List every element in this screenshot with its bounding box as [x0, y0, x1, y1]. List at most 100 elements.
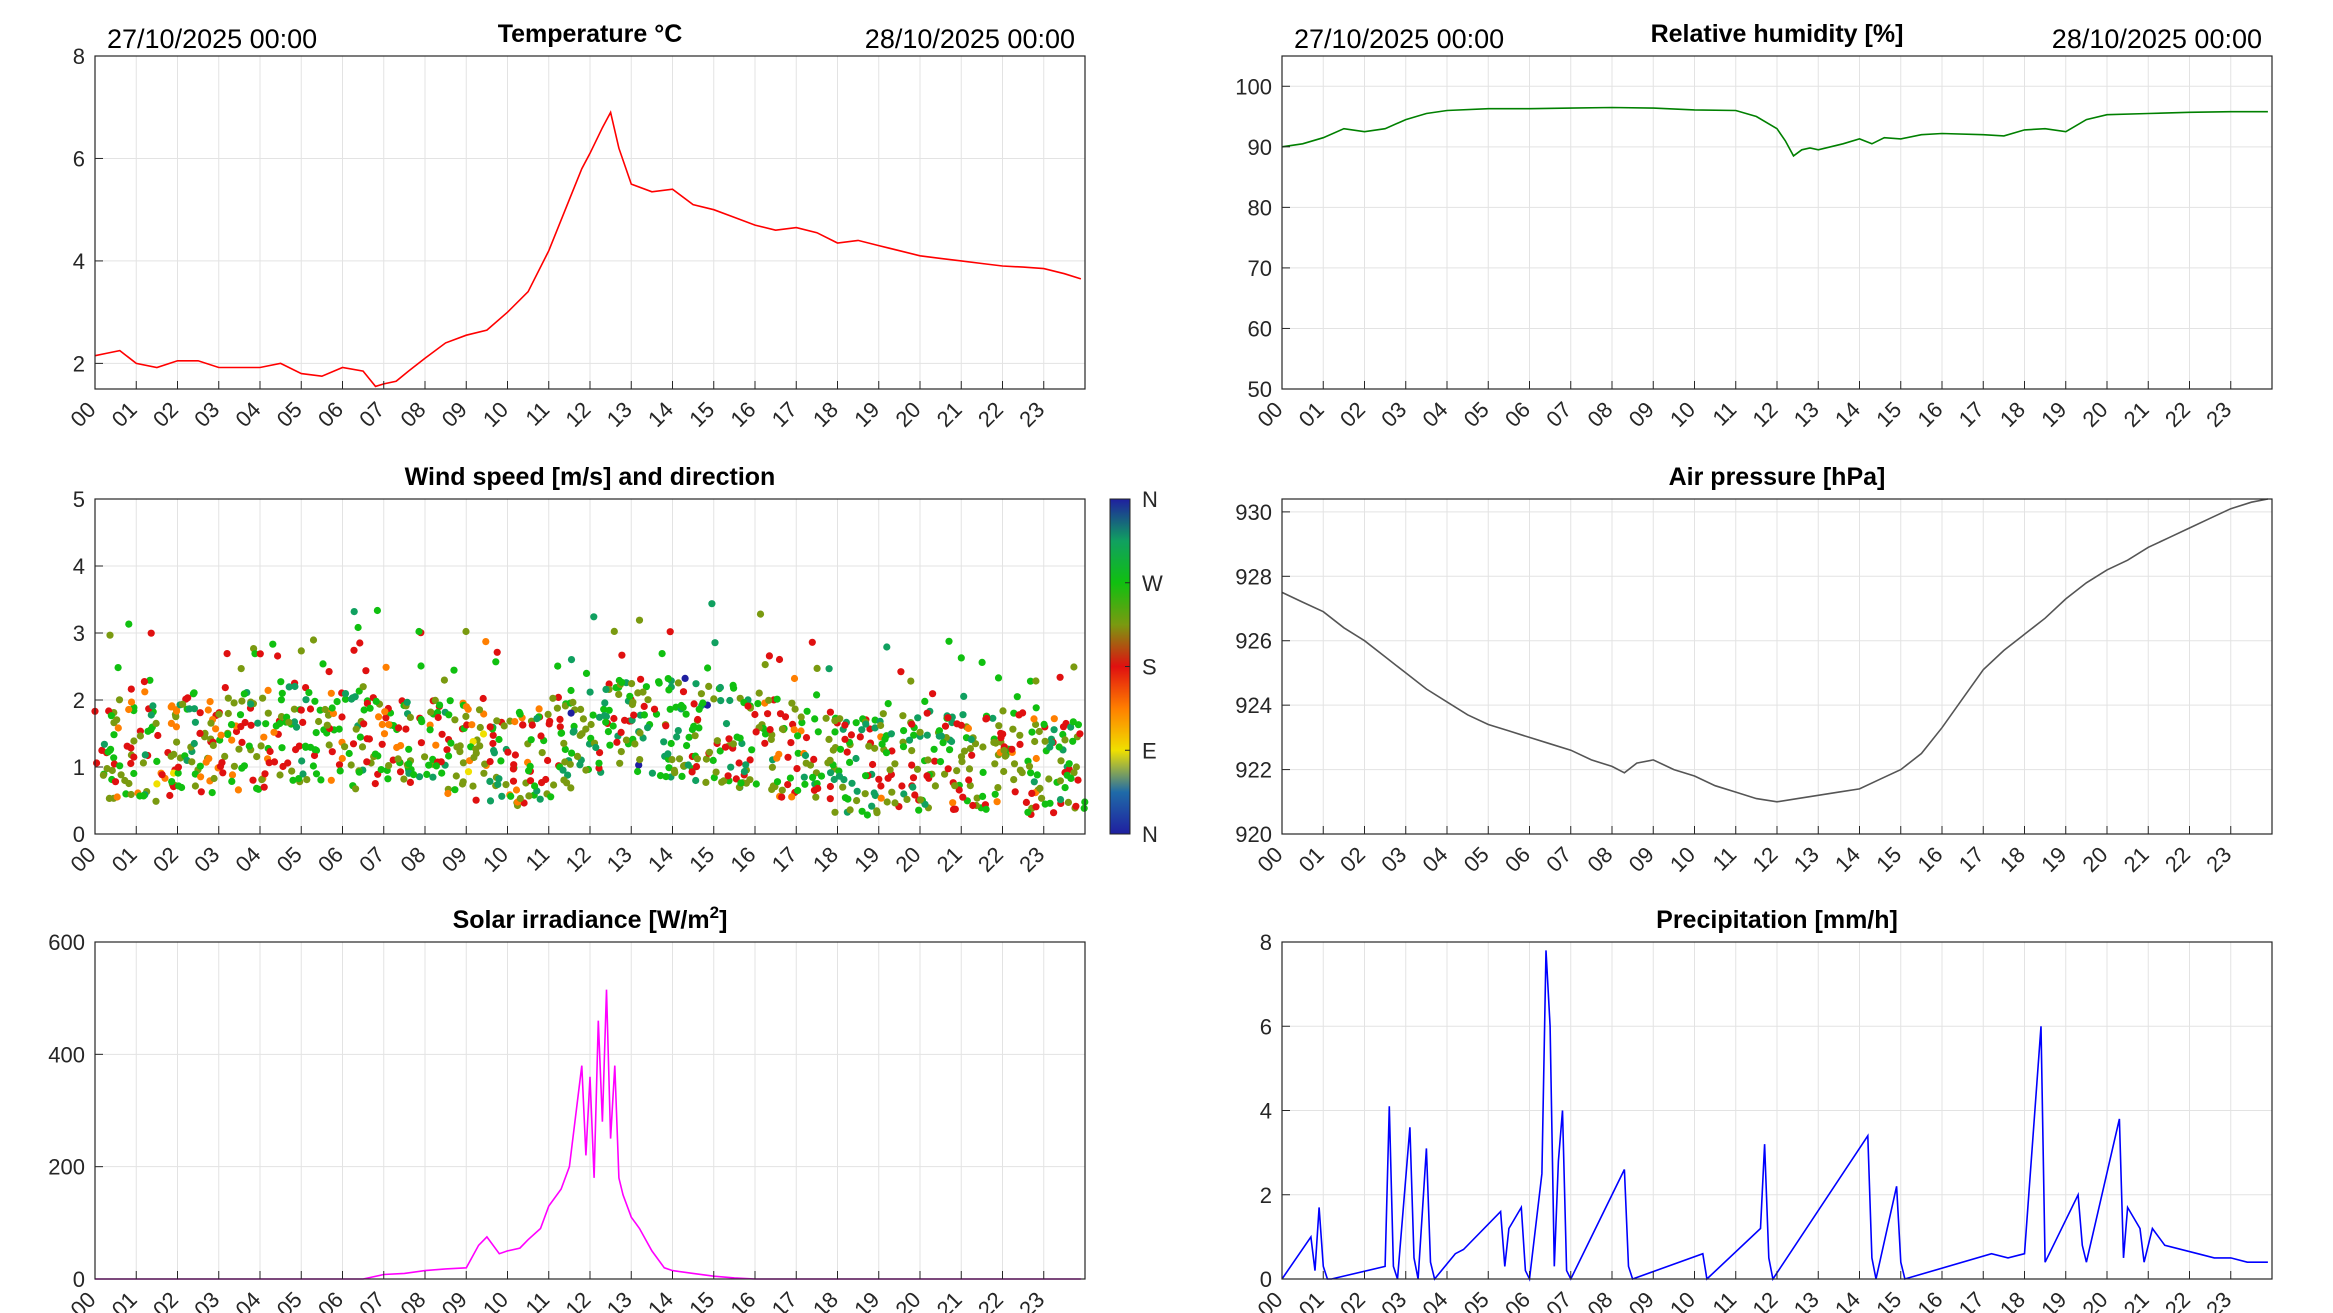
wind-point — [812, 793, 820, 801]
wind-point — [979, 743, 987, 751]
pressure-x-tick-label: 12 — [1748, 842, 1783, 877]
wind-point — [1069, 737, 1077, 745]
wind-point — [674, 727, 682, 735]
wind-point — [446, 697, 454, 705]
wind-point — [999, 707, 1007, 715]
wind-point — [259, 694, 267, 702]
wind-point — [202, 758, 210, 766]
wind-point — [366, 704, 374, 712]
wind-point — [329, 709, 338, 718]
wind-point — [626, 692, 634, 700]
wind-point — [587, 720, 595, 729]
wind-point — [197, 788, 205, 796]
wind-point — [778, 725, 787, 733]
wind-point — [905, 736, 914, 744]
humidity-date-end: 28/10/2025 00:00 — [2052, 24, 2262, 54]
wind-x-tick-label: 18 — [808, 842, 843, 877]
wind-point — [729, 740, 738, 748]
wind-point — [822, 714, 830, 722]
precipitation-x-tick-label: 23 — [2201, 1287, 2236, 1313]
wind-point — [710, 774, 718, 782]
solar-x-tick-label: 11 — [520, 1287, 554, 1313]
wind-point — [964, 724, 973, 733]
wind-point — [310, 751, 319, 760]
wind-point — [744, 702, 752, 710]
wind-point — [787, 739, 795, 747]
wind-point — [658, 650, 666, 658]
solar-series-line — [95, 989, 1081, 1280]
wind-point — [240, 762, 248, 770]
humidity-x-tick-label: 05 — [1459, 397, 1494, 432]
wind-point — [882, 749, 891, 757]
wind-point — [270, 728, 278, 736]
wind-point — [793, 765, 801, 773]
solar-x-tick-label: 20 — [891, 1287, 926, 1313]
wind-point — [909, 774, 918, 782]
wind-point — [303, 776, 311, 784]
humidity-x-tick-label: 07 — [1541, 397, 1576, 432]
wind-point — [710, 695, 718, 703]
wind-point — [979, 792, 987, 801]
wind-point — [761, 661, 769, 669]
wind-x-tick-label: 03 — [189, 842, 224, 877]
wind-point — [878, 740, 886, 748]
wind-x-tick-label: 16 — [726, 842, 761, 877]
temperature-y-tick-label: 8 — [73, 44, 85, 69]
wind-point — [999, 730, 1007, 738]
solar-x-tick-label: 22 — [973, 1287, 1008, 1313]
wind-point — [865, 742, 873, 750]
wind-point — [421, 753, 429, 761]
pressure-y-tick-label: 928 — [1235, 564, 1272, 589]
precipitation-x-tick-label: 17 — [1954, 1287, 1989, 1313]
wind-point — [613, 738, 621, 746]
pressure-x-tick-label: 03 — [1376, 842, 1411, 877]
wind-point — [553, 704, 562, 712]
wind-point — [542, 775, 550, 784]
wind-point — [990, 738, 998, 747]
wind-point — [1032, 754, 1040, 763]
wind-point — [660, 738, 668, 746]
solar-x-tick-label: 15 — [684, 1287, 719, 1313]
wind-point — [494, 780, 502, 789]
wind-point — [634, 767, 642, 776]
precipitation-chart: 00 01 02 03 04 05 06 07 08 09 10 11 12 13 14 15 16 17 18 19… — [1253, 906, 2273, 1313]
wind-point — [969, 801, 977, 810]
wind-point — [642, 683, 651, 691]
wind-point — [826, 782, 835, 791]
wind-point — [788, 699, 796, 707]
humidity-grid — [1282, 56, 2272, 390]
wind-point — [1010, 776, 1018, 784]
wind-point — [110, 754, 118, 762]
wind-point — [666, 705, 674, 713]
wind-point — [735, 759, 743, 767]
solar-y-tick-label: 200 — [48, 1155, 85, 1180]
wind-point — [547, 793, 555, 801]
temperature-x-tick-label: 14 — [643, 397, 678, 432]
wind-point — [725, 735, 733, 743]
wind-point — [788, 793, 796, 801]
wind-point — [604, 728, 613, 736]
wind-point — [602, 685, 610, 694]
wind-point — [978, 658, 986, 667]
wind-point — [778, 786, 786, 794]
wind-x-tick-label: 12 — [561, 842, 596, 877]
wind-point — [400, 775, 408, 783]
wind-point — [888, 747, 896, 755]
wind-point — [991, 760, 999, 768]
wind-point — [472, 745, 480, 753]
wind-point — [1031, 737, 1039, 746]
wind-point — [967, 735, 975, 744]
wind-point — [681, 674, 689, 683]
wind-point — [107, 712, 115, 720]
wind-point — [261, 770, 269, 778]
wind-point — [761, 739, 769, 747]
humidity-x-tick-label: 12 — [1748, 397, 1783, 432]
wind-point — [493, 648, 501, 656]
solar-x-tick-label: 10 — [478, 1287, 513, 1313]
wind-point — [755, 689, 763, 697]
wind-point — [606, 741, 614, 749]
wind-point — [363, 758, 371, 766]
wind-point — [403, 698, 411, 706]
wind-point — [306, 705, 315, 713]
wind-point — [297, 706, 305, 714]
